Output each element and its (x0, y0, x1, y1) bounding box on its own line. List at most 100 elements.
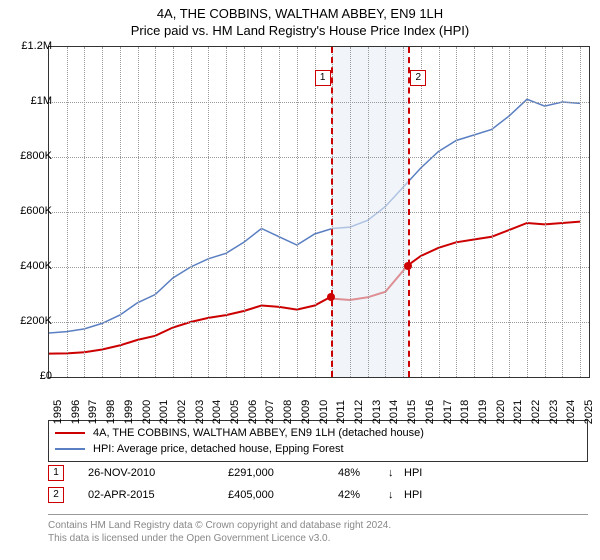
x-axis-label: 2018 (459, 400, 471, 424)
y-axis-label: £600K (8, 205, 52, 217)
gridline-h (49, 267, 589, 268)
x-axis-label: 2022 (530, 400, 542, 424)
sales-price-2: £405,000 (228, 489, 338, 501)
gridline-v (509, 47, 510, 377)
gridline-v (492, 47, 493, 377)
gridline-v (191, 47, 192, 377)
chart-container: 4A, THE COBBINS, WALTHAM ABBEY, EN9 1LH … (0, 0, 600, 560)
gridline-v (456, 47, 457, 377)
x-axis-label: 2005 (229, 400, 241, 424)
gridline-v (297, 47, 298, 377)
x-axis-label: 2014 (388, 400, 400, 424)
footer: Contains HM Land Registry data © Crown c… (48, 514, 588, 545)
title-block: 4A, THE COBBINS, WALTHAM ABBEY, EN9 1LH … (0, 0, 600, 38)
x-axis-label: 2007 (264, 400, 276, 424)
gridline-v (580, 47, 581, 377)
gridline-v (315, 47, 316, 377)
x-axis-label: 2011 (335, 400, 347, 424)
x-axis-label: 2025 (583, 400, 595, 424)
sales-pct-1: 48% (338, 467, 388, 479)
gridline-v (527, 47, 528, 377)
gridline-h (49, 322, 589, 323)
sales-table: 1 26-NOV-2010 £291,000 48% ↓ HPI 2 02-AP… (48, 462, 588, 506)
chart-plot-area: 12 (48, 46, 590, 378)
x-axis-label: 2016 (424, 400, 436, 424)
gridline-v (368, 47, 369, 377)
x-axis-label: 2001 (158, 400, 170, 424)
y-axis-label: £1.2M (8, 40, 52, 52)
sales-date-2: 02-APR-2015 (88, 489, 228, 501)
x-axis-label: 1998 (105, 400, 117, 424)
x-axis-label: 2023 (548, 400, 560, 424)
x-axis-label: 2020 (495, 400, 507, 424)
y-axis-label: £800K (8, 150, 52, 162)
gridline-v (279, 47, 280, 377)
legend-label-hpi: HPI: Average price, detached house, Eppi… (93, 443, 344, 455)
legend-row-property: 4A, THE COBBINS, WALTHAM ABBEY, EN9 1LH … (55, 425, 581, 441)
gridline-v (350, 47, 351, 377)
legend-box: 4A, THE COBBINS, WALTHAM ABBEY, EN9 1LH … (48, 420, 588, 462)
gridline-v (261, 47, 262, 377)
x-axis-label: 2004 (211, 400, 223, 424)
sales-row-2: 2 02-APR-2015 £405,000 42% ↓ HPI (48, 484, 588, 506)
gridline-v (102, 47, 103, 377)
x-axis-label: 2000 (141, 400, 153, 424)
y-axis-label: £1M (8, 95, 52, 107)
legend-swatch-hpi (55, 448, 85, 450)
x-axis-label: 2012 (353, 400, 365, 424)
x-axis-label: 2006 (247, 400, 259, 424)
x-axis-label: 2003 (194, 400, 206, 424)
sales-price-1: £291,000 (228, 467, 338, 479)
x-axis-label: 2017 (442, 400, 454, 424)
gridline-v (244, 47, 245, 377)
title-main: 4A, THE COBBINS, WALTHAM ABBEY, EN9 1LH (0, 6, 600, 21)
gridline-v (173, 47, 174, 377)
gridline-h (49, 157, 589, 158)
y-axis-label: £200K (8, 315, 52, 327)
x-axis-label: 2002 (176, 400, 188, 424)
title-sub: Price paid vs. HM Land Registry's House … (0, 23, 600, 38)
x-axis-label: 1997 (87, 400, 99, 424)
legend-label-property: 4A, THE COBBINS, WALTHAM ABBEY, EN9 1LH … (93, 427, 424, 439)
x-axis-label: 2010 (318, 400, 330, 424)
down-arrow-icon: ↓ (388, 489, 404, 501)
sales-date-1: 26-NOV-2010 (88, 467, 228, 479)
sale-vline (408, 47, 410, 377)
down-arrow-icon: ↓ (388, 467, 404, 479)
gridline-v (421, 47, 422, 377)
gridline-v (226, 47, 227, 377)
gridline-v (545, 47, 546, 377)
gridline-v (474, 47, 475, 377)
sale-vline (331, 47, 333, 377)
gridline-v (208, 47, 209, 377)
sale-dot (404, 262, 412, 270)
x-axis-label: 1995 (52, 400, 64, 424)
gridline-v (155, 47, 156, 377)
x-axis-label: 2009 (300, 400, 312, 424)
x-axis-label: 2021 (512, 400, 524, 424)
gridline-h (49, 102, 589, 103)
gridline-v (138, 47, 139, 377)
legend-row-hpi: HPI: Average price, detached house, Eppi… (55, 441, 581, 457)
x-axis-label: 1999 (123, 400, 135, 424)
gridline-v (403, 47, 404, 377)
y-axis-label: £0 (8, 370, 52, 382)
x-axis-label: 2013 (371, 400, 383, 424)
x-axis-label: 2008 (282, 400, 294, 424)
gridline-v (385, 47, 386, 377)
footer-line1: Contains HM Land Registry data © Crown c… (48, 519, 588, 532)
sale-marker-box: 1 (315, 70, 331, 86)
x-axis-label: 1996 (70, 400, 82, 424)
y-axis-label: £400K (8, 260, 52, 272)
legend-swatch-property (55, 432, 85, 434)
x-axis-label: 2015 (406, 400, 418, 424)
x-axis-label: 2024 (565, 400, 577, 424)
gridline-h (49, 212, 589, 213)
sales-row-1: 1 26-NOV-2010 £291,000 48% ↓ HPI (48, 462, 588, 484)
sale-marker-box: 2 (410, 70, 426, 86)
sale-dot (327, 293, 335, 301)
sales-pct-2: 42% (338, 489, 388, 501)
x-axis-label: 2019 (477, 400, 489, 424)
footer-line2: This data is licensed under the Open Gov… (48, 532, 588, 545)
sales-suffix-1: HPI (404, 467, 588, 479)
